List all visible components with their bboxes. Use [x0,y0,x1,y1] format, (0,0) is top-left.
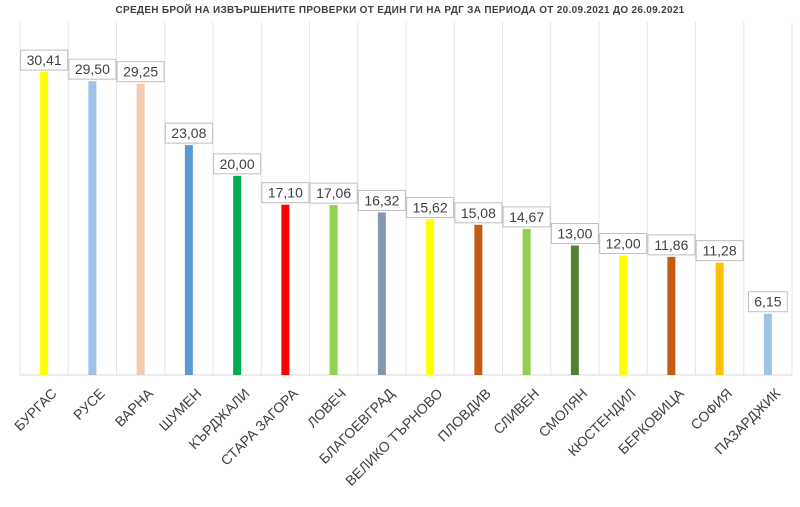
data-label-text: 17,06 [316,185,351,201]
bar [136,83,145,376]
data-label-box [747,291,788,313]
bar [281,204,290,375]
bar [377,212,386,375]
category-label: РУСЕ [70,385,108,423]
data-label: 17,06 [309,182,358,204]
data-label-text: 16,32 [364,192,399,208]
data-label-text: 13,00 [557,226,592,242]
data-label-text: 12,00 [606,235,641,251]
data-label: 29,50 [68,58,117,80]
data-label-text: 23,08 [171,125,206,141]
bar [88,81,97,376]
data-label-box [502,206,551,228]
data-label-text: 29,25 [123,64,158,80]
data-label-box [116,61,165,83]
data-label: 13,00 [550,223,599,245]
data-label: 12,00 [599,232,648,254]
data-label-box [647,234,696,256]
bar [474,224,483,375]
data-label-box [357,189,406,211]
data-label-text: 11,86 [654,237,688,253]
data-label-box [695,240,744,262]
data-label-text: 15,08 [461,205,496,221]
bar [184,145,193,375]
bar [570,245,579,375]
data-label-box [164,122,213,144]
data-label-box [599,232,648,254]
gridlines [19,22,793,376]
data-label-text: 14,67 [509,209,544,225]
data-label-text: 29,50 [75,61,110,77]
data-label: 16,32 [357,189,406,211]
data-label-box [68,58,117,80]
data-label-box [406,196,455,218]
bar [715,262,724,375]
data-label-text: 6,15 [754,294,781,310]
data-label: 11,28 [695,240,744,262]
category-label: ВЕЛИКО ТЪРНОВО [342,385,446,489]
bar [619,255,628,375]
category-label: ШУМЕН [156,385,205,434]
data-label-box [20,49,69,71]
data-label-text: 30,41 [27,52,62,68]
data-label-text: 11,28 [703,243,737,259]
data-label: 6,15 [747,291,788,313]
bar [233,175,242,375]
data-label-box [550,223,599,245]
data-label: 23,08 [164,122,213,144]
bar [763,313,772,375]
data-label: 30,41 [20,49,69,71]
data-label: 17,10 [261,182,310,204]
data-label: 11,86 [647,234,696,256]
data-label: 29,25 [116,61,165,83]
data-label: 14,67 [502,206,551,228]
data-label-text: 17,10 [268,185,303,201]
category-label: СЛИВЕН [490,385,542,437]
bar [426,219,435,375]
bar [40,72,49,376]
data-label: 20,00 [213,153,262,175]
bar [329,205,338,375]
data-label-box [213,153,262,175]
data-label-box [261,182,310,204]
category-label: ЛОВЕЧ [304,385,349,430]
data-label-box [309,182,358,204]
data-label-text: 15,62 [413,199,448,215]
bar [522,228,531,375]
category-label: БУРГАС [11,385,60,434]
data-label: 15,08 [454,202,503,224]
data-label-text: 20,00 [220,156,255,172]
bars [40,72,772,376]
data-label-box [454,202,503,224]
bar [667,256,676,375]
data-label: 15,62 [406,196,455,218]
category-label: ПЛОВДИВ [434,385,493,444]
category-label: СОФИЯ [687,385,735,433]
chart-title: СРЕДЕН БРОЙ НА ИЗВЪРШЕНИТЕ ПРОВЕРКИ ОТ Е… [115,5,685,16]
value-labels: 30,41 29,50 29,25 23,08 20,00 17,10 17,06 16,32… [20,49,788,313]
category-label: ВАРНА [112,385,157,430]
